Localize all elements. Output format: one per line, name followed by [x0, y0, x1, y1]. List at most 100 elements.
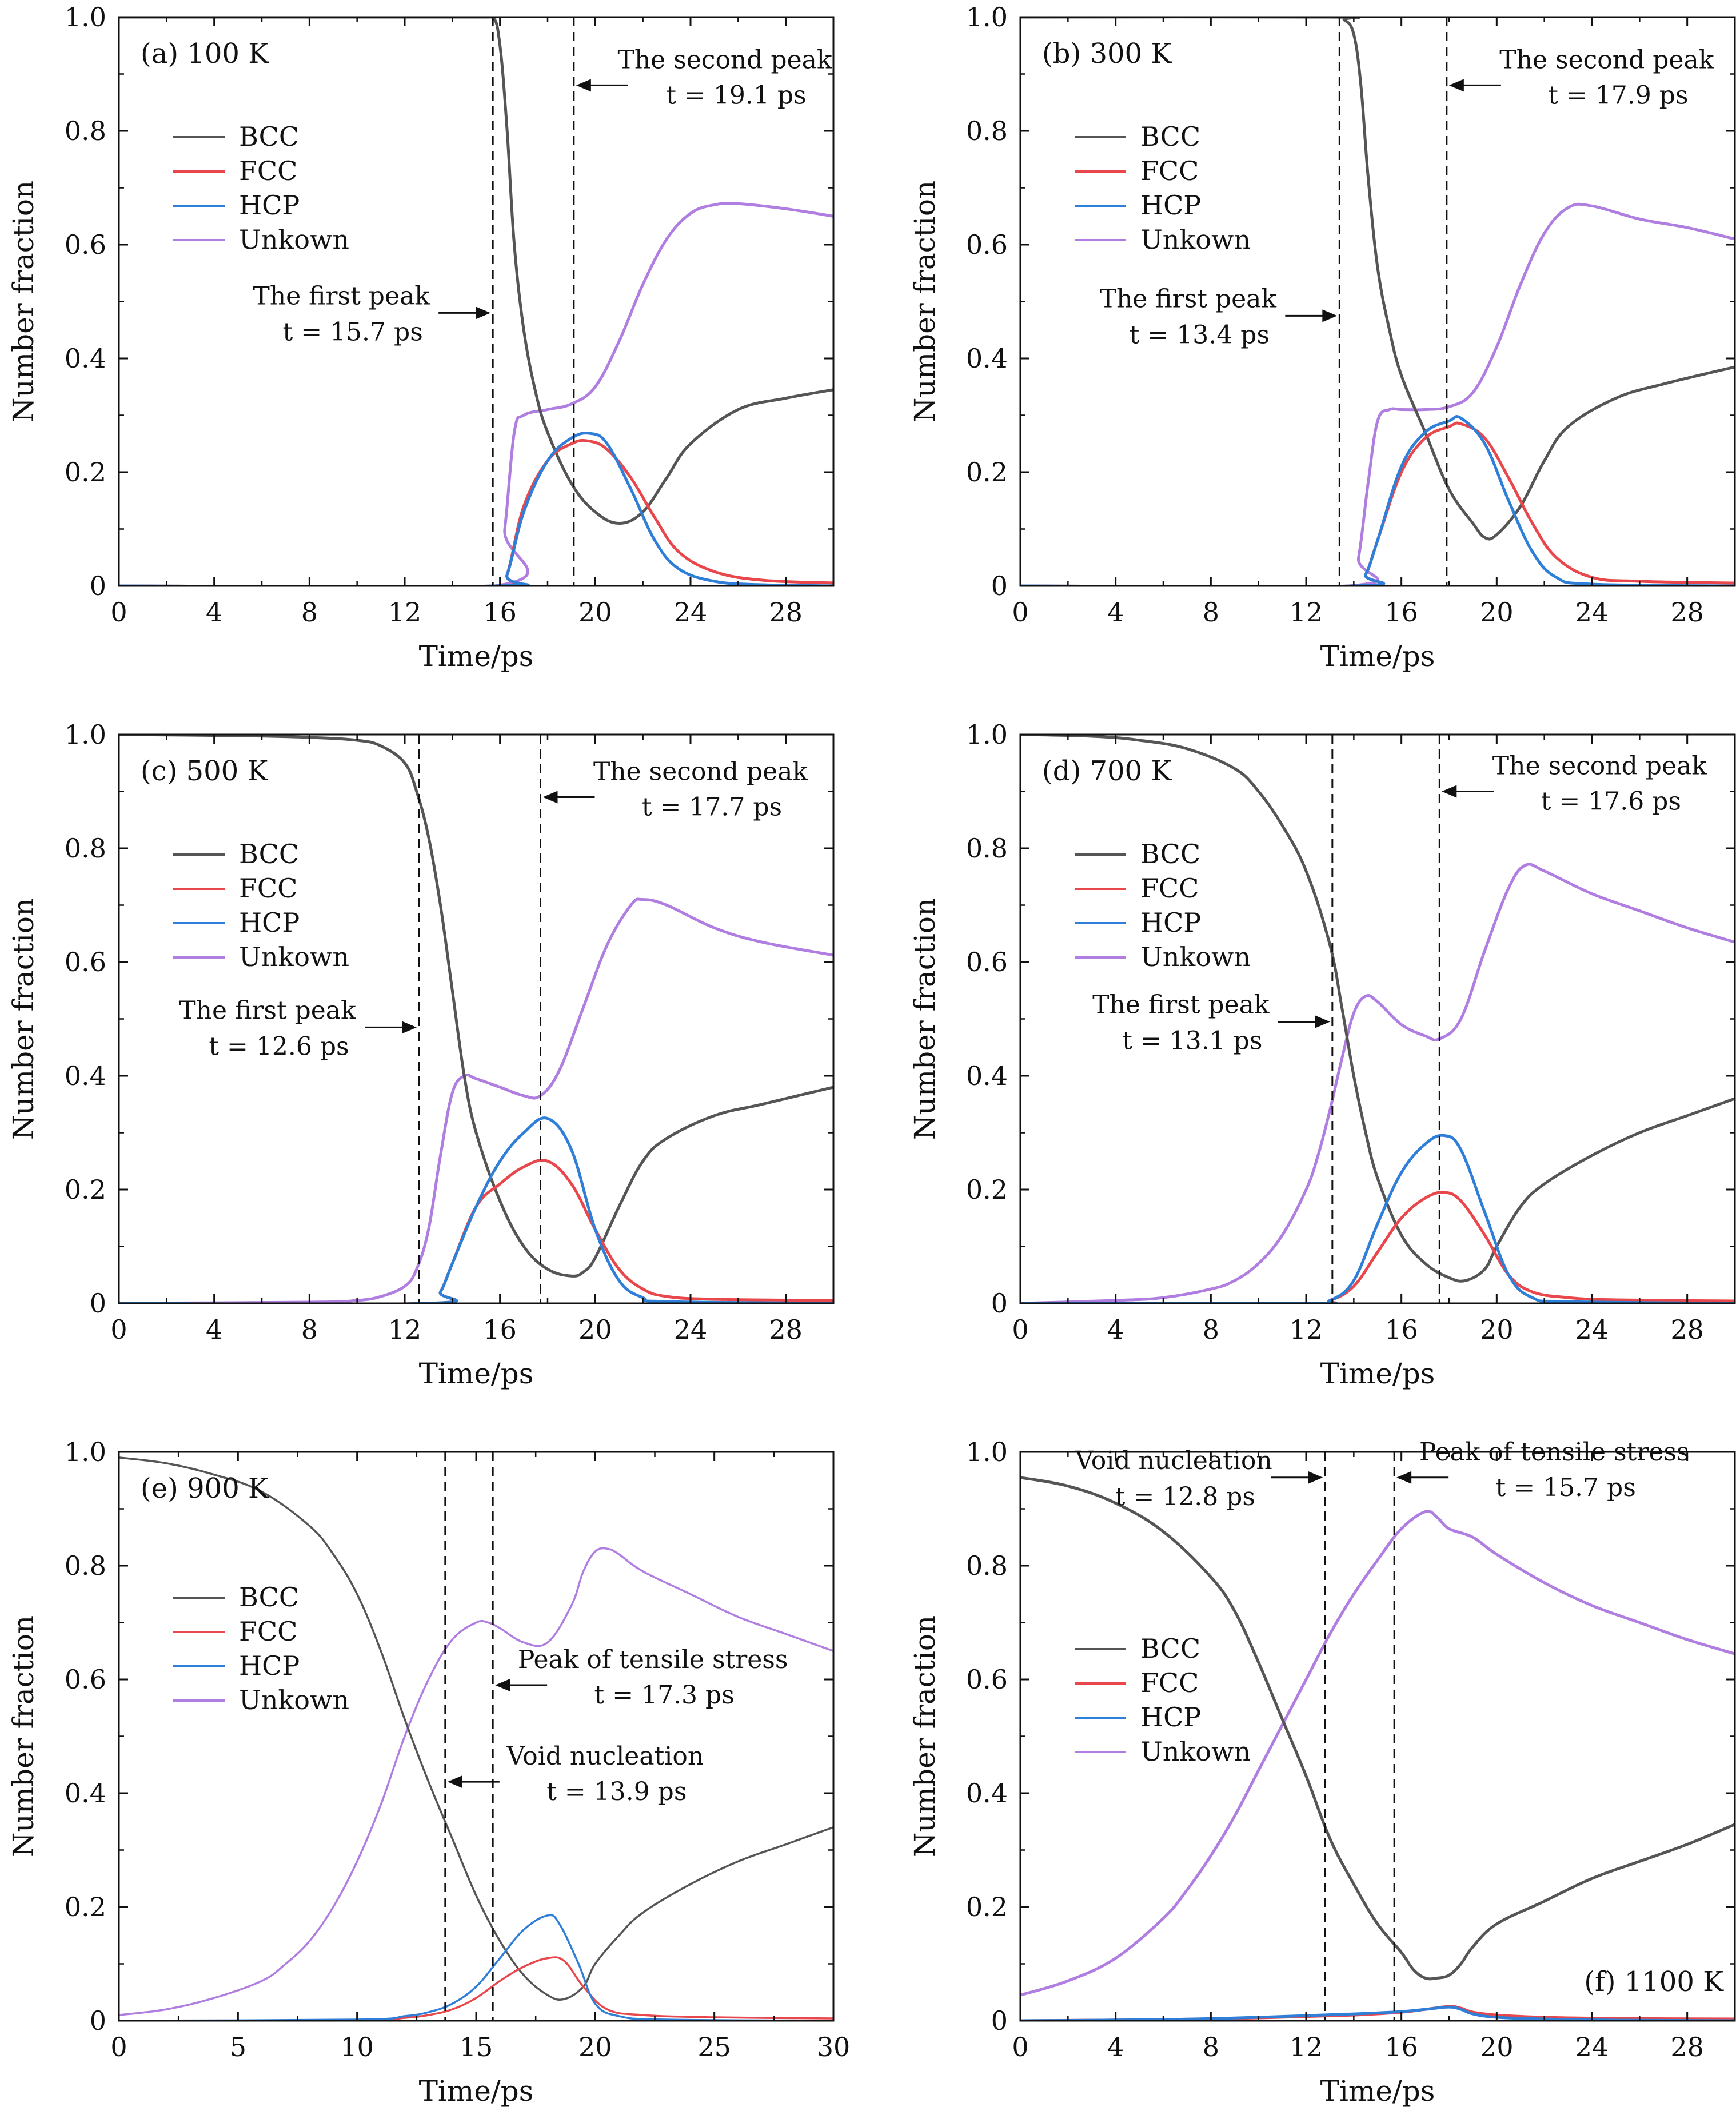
panel-label: (a) 100 K — [141, 38, 269, 70]
y-tick-label: 0.6 — [966, 1664, 1008, 1695]
y-tick-label: 0.2 — [65, 1174, 106, 1205]
arrow-head — [1396, 1471, 1412, 1484]
arrow-head — [1448, 79, 1464, 92]
legend-label: FCC — [1140, 873, 1199, 904]
legend-label: BCC — [1140, 1633, 1200, 1664]
legend-label: FCC — [1140, 155, 1199, 186]
y-axis-label: Number fraction — [908, 181, 941, 422]
y-tick-label: 0.4 — [966, 1060, 1008, 1091]
annotation-line2: t = 15.7 ps — [283, 317, 423, 346]
x-tick-label: 8 — [1203, 597, 1219, 628]
x-tick-label: 0 — [1012, 1314, 1028, 1345]
annotation-line2: t = 17.7 ps — [642, 792, 782, 821]
annotation-1: Peak of tensile stress t = 15.7 ps — [1396, 1438, 1689, 1502]
x-tick-label: 0 — [110, 1314, 127, 1345]
x-tick-label: 28 — [1670, 1314, 1704, 1345]
annotation-line1: Void nucleation — [506, 1742, 704, 1771]
annotation-line2: t = 19.1 ps — [666, 81, 806, 110]
series-line-unkown — [1020, 1510, 1735, 1997]
legend-label: Unkown — [1140, 941, 1251, 972]
series-line-bcc — [119, 1456, 833, 2001]
annotation-line2: t = 12.8 ps — [1115, 1482, 1255, 1511]
y-tick-label: 1.0 — [65, 1436, 106, 1467]
series-line-hcp — [1020, 415, 1735, 586]
series-line-hcp — [119, 432, 833, 586]
annotation-0: The first peak t = 13.4 ps — [1100, 284, 1338, 349]
annotation-line1: Void nucleation — [1075, 1446, 1272, 1475]
x-tick-label: 4 — [1107, 1314, 1124, 1345]
series-line-bcc — [1020, 17, 1735, 541]
series-lines — [1020, 17, 1735, 586]
legend-label: HCP — [239, 190, 300, 221]
y-tick-label: 0.6 — [65, 947, 106, 977]
y-tick-label: 0.2 — [966, 1891, 1008, 1922]
x-tick-label: 8 — [1203, 2032, 1219, 2062]
y-tick-label: 0.6 — [65, 1664, 106, 1695]
x-axis-label: Time/ps — [419, 1357, 534, 1390]
arrow-head — [447, 1775, 462, 1789]
x-tick-label: 25 — [697, 2032, 731, 2062]
legend-label: Unkown — [1140, 1736, 1251, 1767]
annotation-line1: The second peak — [617, 45, 832, 74]
x-tick-label: 12 — [388, 597, 422, 628]
y-tick-label: 0 — [90, 1288, 106, 1319]
x-tick-label: 8 — [301, 597, 318, 628]
series-line-hcp — [1020, 1134, 1735, 1303]
legend-label: HCP — [1140, 1702, 1201, 1733]
y-tick-label: 0.8 — [966, 833, 1008, 864]
arrow-head — [1442, 785, 1457, 798]
x-tick-label: 16 — [1384, 597, 1418, 628]
legend-label: HCP — [239, 907, 300, 938]
y-tick-label: 0.2 — [966, 1174, 1008, 1205]
y-tick-label: 1.0 — [966, 719, 1008, 750]
arrow-head — [542, 791, 558, 804]
series-line-bcc — [1020, 1476, 1735, 1981]
annotation-1: The second peak t = 17.6 ps — [1442, 752, 1707, 816]
annotation-line1: The first peak — [1092, 990, 1270, 1019]
y-tick-label: 0.6 — [966, 947, 1008, 977]
series-line-unkown — [119, 202, 833, 586]
annotation-1: The second peak t = 19.1 ps — [576, 45, 832, 110]
x-tick-label: 4 — [206, 597, 222, 628]
x-tick-label: 20 — [1480, 597, 1514, 628]
y-tick-label: 0 — [991, 570, 1008, 601]
arrow-head — [495, 1678, 510, 1691]
arrow-head — [1322, 309, 1338, 322]
x-axis-label: Time/ps — [1320, 1357, 1435, 1390]
annotation-line2: t = 13.4 ps — [1130, 320, 1270, 349]
legend-label: FCC — [239, 1616, 297, 1647]
series-line-hcp — [119, 1116, 833, 1303]
y-tick-label: 1.0 — [65, 2, 106, 33]
annotation-line1: Peak of tensile stress — [1419, 1438, 1690, 1467]
panel-label: (f) 1100 K — [1584, 1966, 1724, 1998]
series-lines — [119, 735, 833, 1303]
legend-label: FCC — [239, 155, 297, 186]
series-lines — [119, 1456, 833, 2021]
annotation-line2: t = 15.7 ps — [1496, 1473, 1636, 1502]
x-tick-label: 24 — [1575, 597, 1609, 628]
series-line-bcc — [119, 17, 833, 525]
series-line-hcp — [1020, 2005, 1735, 2021]
y-tick-label: 0.8 — [65, 1550, 106, 1581]
annotation-line1: The first peak — [253, 281, 430, 310]
legend-label: BCC — [1140, 121, 1200, 152]
y-tick-label: 0.8 — [65, 115, 106, 146]
x-tick-label: 28 — [769, 597, 803, 628]
panel-label: (d) 700 K — [1042, 755, 1172, 787]
annotation-0: The first peak t = 13.1 ps — [1092, 990, 1330, 1055]
panel-label: (c) 500 K — [141, 755, 268, 787]
x-tick-label: 20 — [578, 2032, 612, 2062]
x-tick-label: 24 — [674, 1314, 708, 1345]
annotation-1: The second peak t = 17.7 ps — [542, 757, 808, 821]
x-tick-label: 8 — [301, 1314, 318, 1345]
y-tick-label: 0.8 — [966, 1550, 1008, 1581]
y-tick-label: 0.2 — [65, 1891, 106, 1922]
x-axis-label: Time/ps — [419, 2074, 534, 2108]
x-tick-label: 20 — [578, 597, 612, 628]
x-tick-label: 28 — [1670, 597, 1704, 628]
series-line-unkown — [1020, 202, 1735, 586]
x-tick-label: 0 — [110, 597, 127, 628]
panel-label: (e) 900 K — [141, 1472, 269, 1505]
annotation-line1: The second peak — [1492, 752, 1707, 781]
